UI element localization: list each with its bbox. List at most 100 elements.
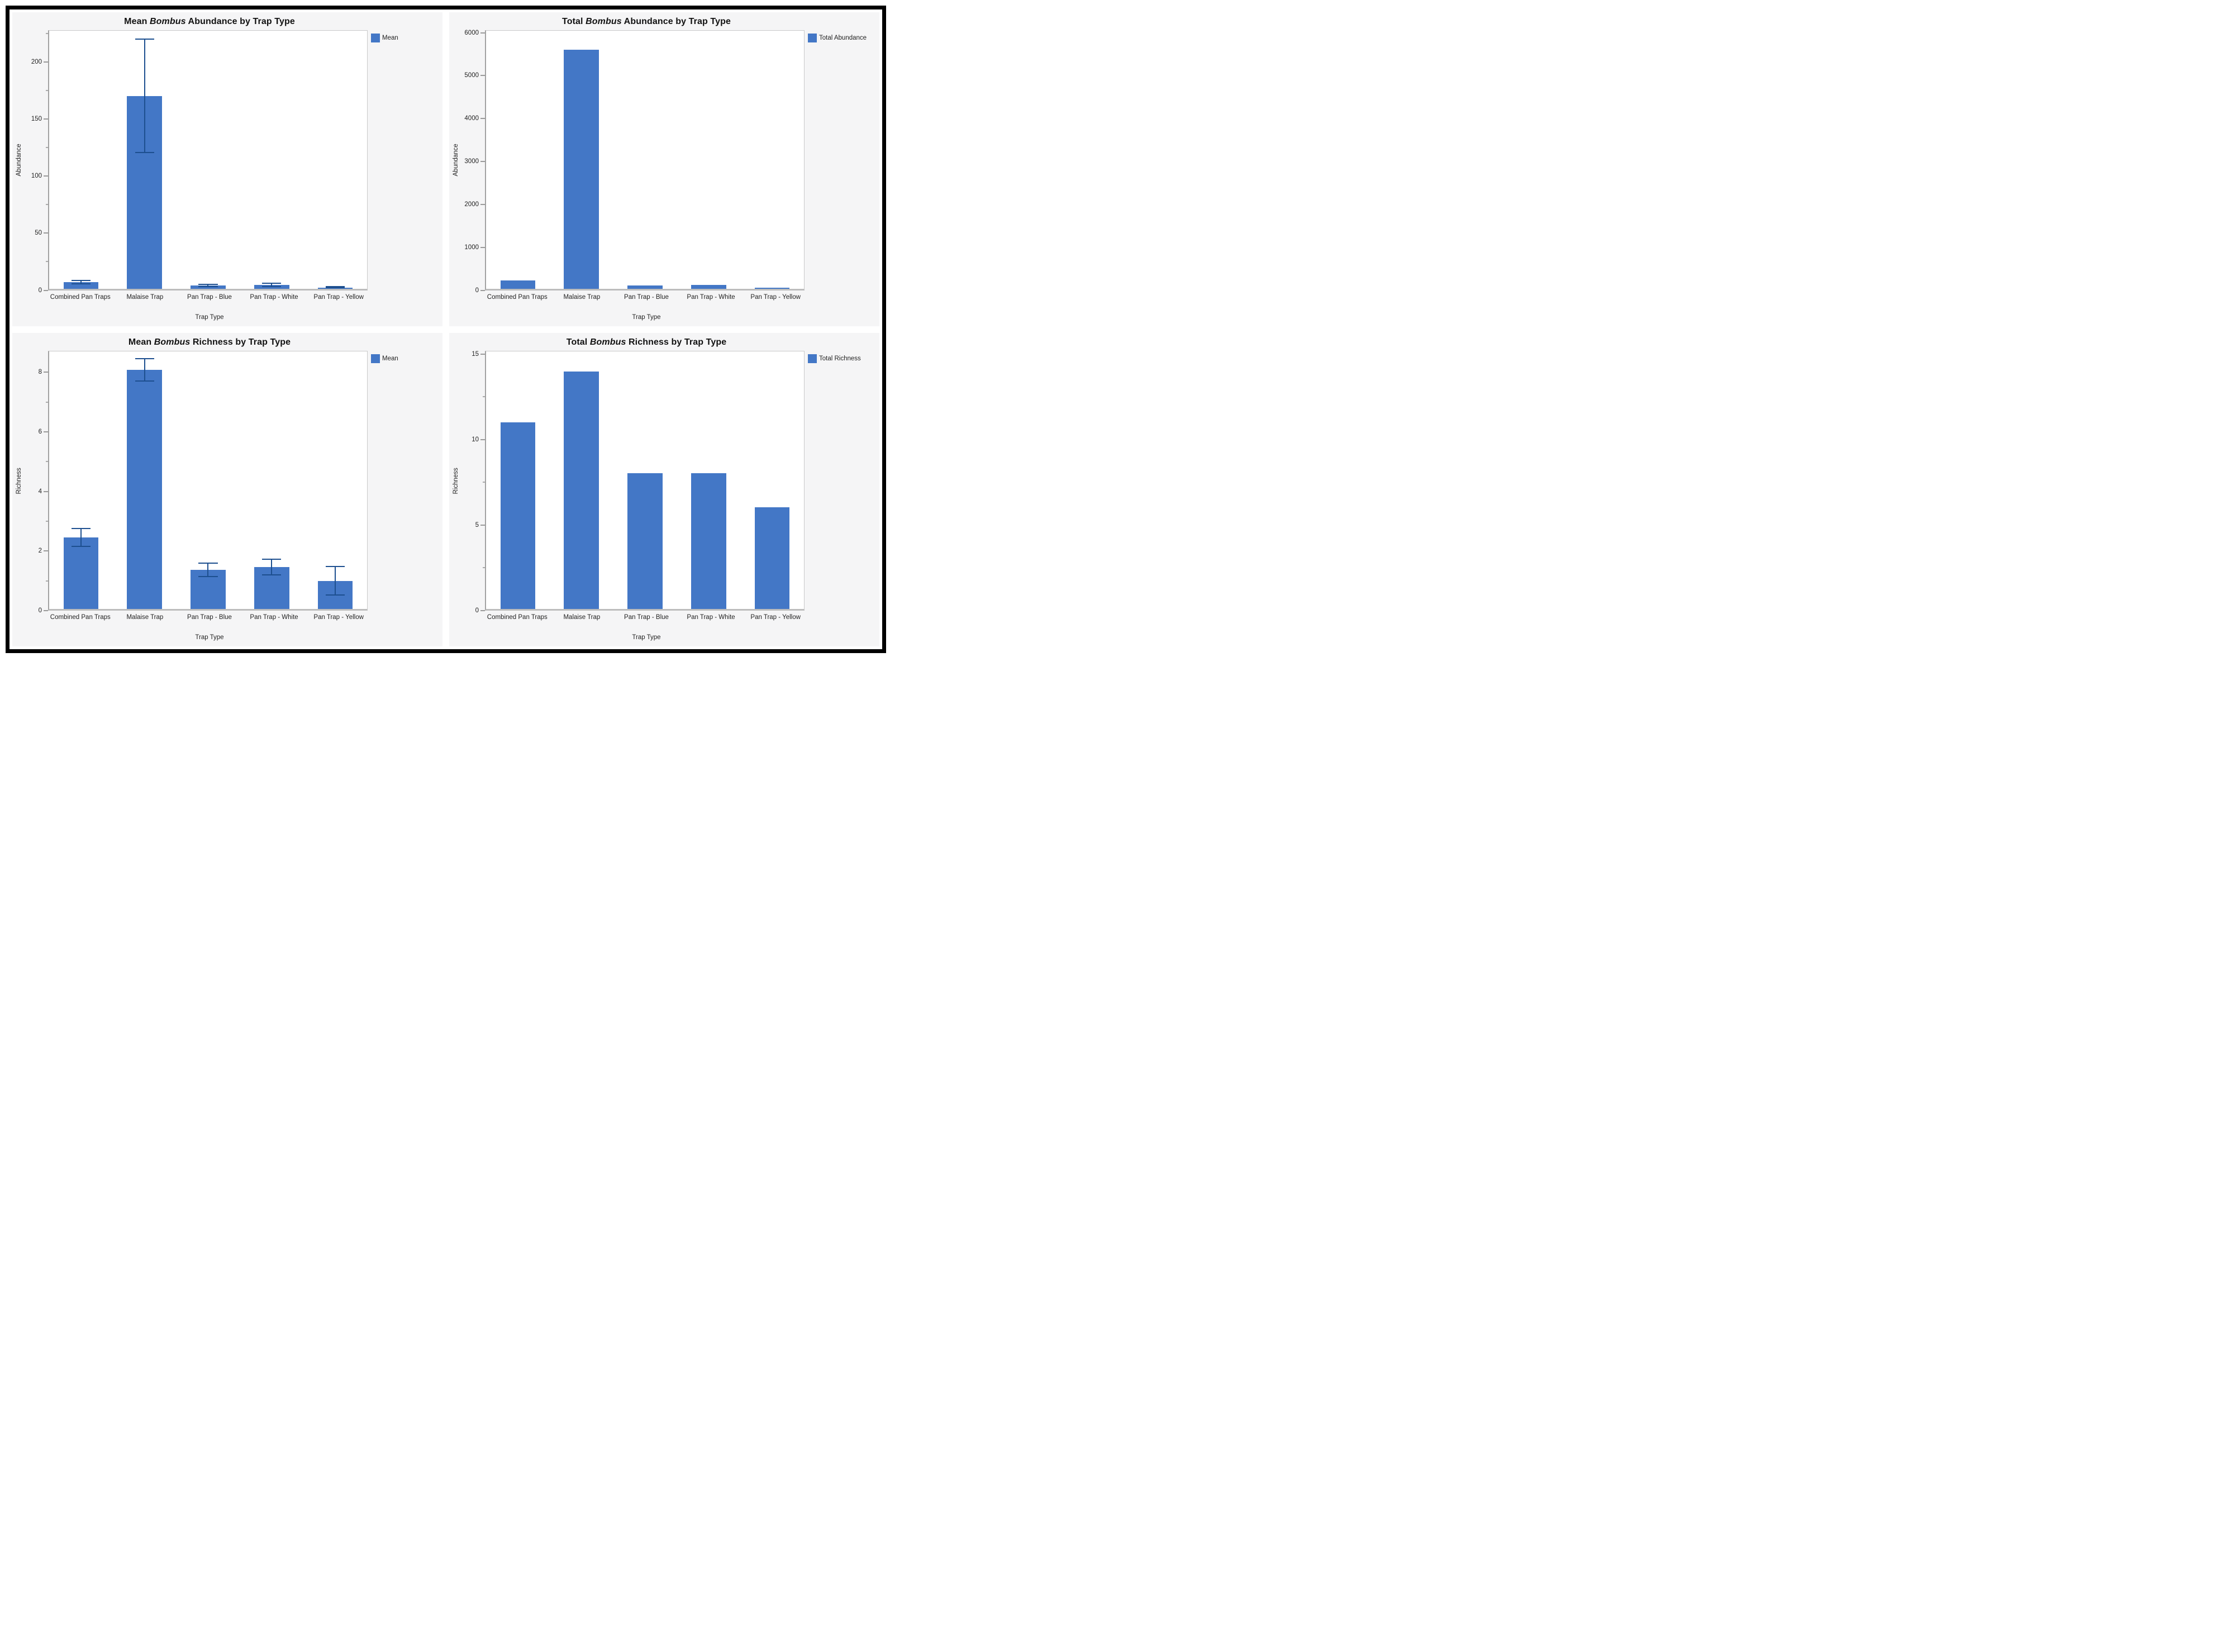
- error-bar-mean-abundance-2: [198, 284, 218, 288]
- y-tick-mark: [480, 246, 485, 248]
- y-tick-mark: [44, 610, 48, 611]
- legend-label: Total Richness: [819, 355, 861, 362]
- error-bar-line: [80, 529, 82, 546]
- y-tick-mark: [480, 75, 485, 77]
- y-tick-label: 200: [31, 59, 42, 66]
- y-tick-mark: [480, 118, 485, 120]
- legend-label: Mean: [382, 35, 398, 41]
- bar-mean-richness-0: [63, 537, 99, 609]
- bar-total-abundance-0: [500, 280, 536, 289]
- chart-title-prefix: Mean: [124, 17, 150, 26]
- y-tick-label: 100: [31, 173, 42, 180]
- y-tick-mark: [44, 431, 48, 433]
- chart-title-suffix: Abundance by Trap Type: [185, 17, 295, 26]
- y-minor-tick-mark: [46, 580, 48, 582]
- x-tick-label: Pan Trap - Blue: [187, 293, 232, 301]
- y-tick-label: 0: [475, 607, 479, 614]
- legend-swatch: [808, 34, 817, 42]
- y-tick-label: 1000: [464, 244, 479, 251]
- error-bar-line: [144, 40, 145, 152]
- bar-total-richness-1: [564, 371, 599, 609]
- y-tick-label: 50: [35, 230, 42, 237]
- x-tick-label: Pan Trap - White: [687, 614, 735, 621]
- y-tick-label: 6000: [464, 29, 479, 36]
- legend: Total Abundance: [805, 30, 874, 291]
- chart-title-suffix: Richness by Trap Type: [626, 337, 727, 347]
- legend-swatch: [371, 354, 380, 363]
- header-spacer-right: [371, 337, 437, 351]
- y-tick-mark: [44, 491, 48, 492]
- panel-total-richness: Total Bombus Richness by Trap Type Richne…: [449, 332, 879, 646]
- x-axis-title: Trap Type: [195, 634, 224, 641]
- y-tick-label: 0: [38, 287, 42, 294]
- x-tick-label: Malaise Trap: [563, 614, 601, 621]
- y-tick-mark: [480, 353, 485, 355]
- y-axis-ticks: 0 5 10 15: [461, 350, 485, 614]
- x-axis-title: Trap Type: [632, 634, 661, 641]
- y-tick-mark: [44, 232, 48, 234]
- figure-page: Mean Bombus Abundance by Trap Type Abunda…: [0, 0, 893, 661]
- x-tick-label: Pan Trap - White: [687, 293, 735, 301]
- bar-total-abundance-4: [754, 287, 790, 289]
- x-tick-label: Combined Pan Traps: [487, 293, 548, 301]
- y-minor-tick-mark: [483, 482, 485, 483]
- y-tick-label: 10: [472, 436, 479, 443]
- y-tick-label: 5: [475, 521, 479, 529]
- figure-frame: Mean Bombus Abundance by Trap Type Abunda…: [6, 6, 886, 653]
- chart-title: Mean Bombus Abundance by Trap Type: [48, 17, 371, 27]
- error-bar-mean-richness-2: [198, 562, 218, 577]
- chart-grid: Mean Bombus Abundance by Trap Type Abunda…: [12, 12, 879, 646]
- chart-title-italic: Bombus: [586, 17, 622, 26]
- error-bar-mean-abundance-0: [71, 280, 91, 285]
- y-tick-mark: [480, 32, 485, 34]
- x-tick-label: Malaise Trap: [126, 614, 164, 621]
- y-axis-label: Abundance: [453, 144, 459, 177]
- legend: Mean: [368, 30, 437, 291]
- y-minor-tick-mark: [46, 521, 48, 522]
- chart-body: Richness 0 5 10 15 Total Richness: [453, 350, 874, 614]
- header-spacer-left: [453, 337, 485, 351]
- y-minor-tick-mark: [46, 90, 48, 92]
- header-spacer-left: [16, 17, 48, 30]
- x-tick-label: Pan Trap - Blue: [624, 614, 669, 621]
- bar-mean-richness-1: [127, 369, 162, 609]
- x-tick-label: Pan Trap - Yellow: [313, 293, 364, 301]
- plot-area: [485, 350, 805, 611]
- chart-title-suffix: Richness by Trap Type: [190, 337, 291, 347]
- x-tick-label: Combined Pan Traps: [487, 614, 548, 621]
- bar-total-richness-2: [627, 473, 663, 609]
- legend: Total Richness: [805, 351, 874, 611]
- error-bar-mean-richness-1: [135, 358, 154, 382]
- y-minor-tick-mark: [46, 461, 48, 463]
- x-axis-title: Trap Type: [195, 313, 224, 321]
- y-tick-label: 8: [38, 369, 42, 376]
- x-tick-label: Malaise Trap: [126, 293, 164, 301]
- error-bar-mean-abundance-4: [326, 285, 345, 288]
- error-bar-mean-abundance-3: [262, 283, 282, 288]
- bar-total-abundance-3: [691, 285, 726, 289]
- bar-mean-abundance-0: [63, 282, 99, 289]
- bar-total-abundance-1: [564, 49, 599, 289]
- y-tick-label: 0: [38, 607, 42, 614]
- y-tick-label: 15: [472, 350, 479, 358]
- x-tick-label: Pan Trap - Blue: [187, 614, 232, 621]
- chart-title-prefix: Mean: [128, 337, 154, 347]
- plot-area: [48, 350, 368, 611]
- y-minor-tick-mark: [46, 401, 48, 403]
- y-tick-mark: [480, 439, 485, 440]
- y-tick-mark: [480, 610, 485, 611]
- chart-title: Mean Bombus Richness by Trap Type: [48, 337, 371, 347]
- y-tick-label: 4000: [464, 115, 479, 122]
- x-tick-label: Pan Trap - Yellow: [750, 293, 801, 301]
- y-minor-tick-mark: [46, 261, 48, 263]
- y-minor-tick-mark: [483, 567, 485, 569]
- chart-title-italic: Bombus: [154, 337, 191, 347]
- y-axis-ticks: 0 2 4 6 8: [25, 351, 48, 614]
- chart-title-prefix: Total: [566, 337, 590, 347]
- error-bar-line: [207, 563, 209, 576]
- y-tick-label: 2000: [464, 201, 479, 208]
- chart-header: Mean Bombus Richness by Trap Type: [16, 337, 437, 351]
- y-minor-tick-mark: [483, 396, 485, 398]
- x-tick-label: Combined Pan Traps: [50, 293, 111, 301]
- header-spacer-left: [453, 17, 485, 30]
